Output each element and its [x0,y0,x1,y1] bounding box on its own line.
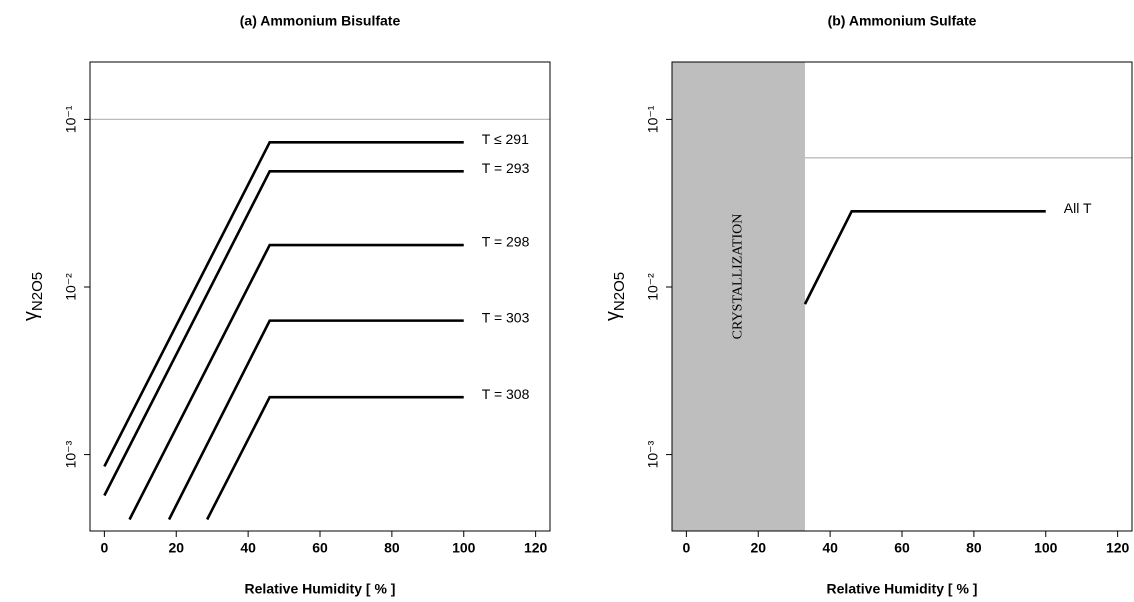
region-label: CRYSTALLIZATION [731,214,746,340]
plot-area: CRYSTALLIZATION [672,62,1132,531]
x-tick-label: 0 [100,540,108,556]
x-tick-label: 120 [1106,540,1130,556]
chart-title: (b) Ammonium Sulfate [828,13,977,29]
y-axis-subscript: N2O5 [29,272,46,311]
x-tick-label: 100 [1034,540,1058,556]
y-tick-label: 10⁻³ [63,440,79,468]
series-label: T ≤ 291 [482,131,529,147]
series-line [103,170,464,497]
series-label: T = 298 [482,234,530,250]
series-label: T = 303 [482,309,530,325]
x-tick-label: 40 [240,540,256,556]
series-label: T = 293 [482,160,530,176]
x-tick-label: 60 [312,540,328,556]
x-tick-label: 40 [822,540,838,556]
series-label: T = 308 [482,386,530,402]
x-tick-label: 120 [524,540,548,556]
x-tick-label: 100 [452,540,476,556]
x-tick-label: 80 [384,540,400,556]
y-axis-symbol: γ [20,311,42,321]
y-tick-label: 10⁻¹ [645,105,661,133]
series-line [167,319,464,521]
x-tick-label: 20 [168,540,184,556]
series-line [128,243,464,521]
y-tick-label: 10⁻² [645,273,661,301]
x-axis-title: Relative Humidity [ % ] [827,581,978,597]
plot-area [90,118,550,521]
y-axis-symbol: γ [602,311,624,321]
series-line [205,395,464,521]
y-axis-title: γN2O5 [20,272,46,321]
y-axis-title: γN2O5 [602,272,628,321]
x-tick-label: 60 [894,540,910,556]
y-tick-label: 10⁻¹ [63,105,79,133]
x-tick-label: 80 [966,540,982,556]
series-line [103,140,464,468]
x-tick-label: 20 [750,540,766,556]
region [672,62,805,531]
x-axis-title: Relative Humidity [ % ] [245,581,396,597]
series-line [803,209,1046,305]
chart-title: (a) Ammonium Bisulfate [240,13,401,29]
series-label: All T [1064,200,1092,216]
y-tick-label: 10⁻³ [645,440,661,468]
x-tick-label: 0 [682,540,690,556]
y-axis-subscript: N2O5 [611,272,628,311]
y-tick-label: 10⁻² [63,273,79,301]
